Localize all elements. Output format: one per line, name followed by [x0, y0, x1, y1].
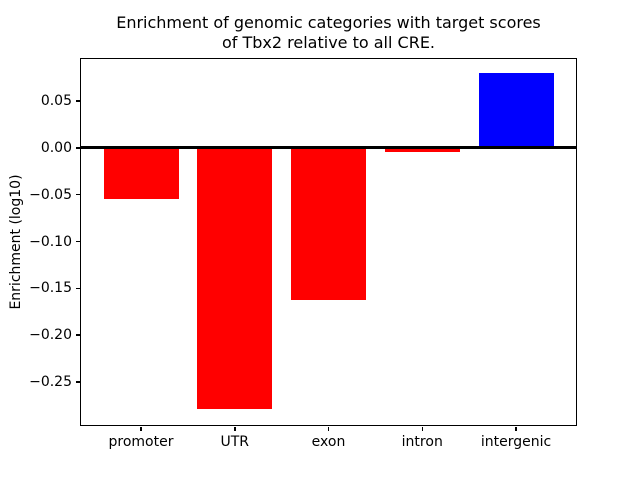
y-tick-label: −0.05	[29, 186, 72, 203]
bar-intron	[384, 147, 460, 152]
y-tick-label: −0.10	[29, 233, 72, 250]
x-tick-label-UTR: UTR	[220, 434, 250, 450]
y-tick-label: −0.15	[29, 280, 72, 297]
zero-line	[81, 146, 576, 150]
y-tick-mark	[75, 240, 80, 243]
x-tick-mark	[140, 426, 142, 431]
y-tick-mark	[75, 334, 80, 336]
x-tick-mark	[234, 426, 236, 431]
chart-title-line2: of Tbx2 relative to all CRE.	[221, 33, 436, 52]
y-tick-mark	[75, 287, 80, 290]
y-tick-label: 0.05	[40, 93, 72, 110]
chart-title-line1: Enrichment of genomic categories with ta…	[116, 13, 541, 32]
x-tick-label-promoter: promoter	[108, 434, 174, 450]
bar-intergenic	[478, 73, 554, 148]
x-tick-mark	[421, 426, 423, 431]
x-tick-mark	[515, 426, 517, 431]
y-tick-label: 0.00	[40, 139, 72, 156]
y-tick-mark	[75, 147, 80, 149]
bar-UTR	[197, 147, 273, 410]
x-tick-mark	[327, 426, 330, 431]
x-tick-label-intron: intron	[401, 434, 443, 450]
chart-title: Enrichment of genomic categories with ta…	[81, 13, 576, 53]
x-tick-label-exon: exon	[311, 434, 346, 450]
bar-promoter	[103, 147, 179, 200]
y-tick-mark	[75, 381, 80, 383]
bar-exon	[291, 147, 366, 301]
y-tick-label: −0.25	[29, 373, 72, 390]
y-tick-mark	[75, 193, 80, 196]
y-tick-mark	[75, 100, 80, 102]
y-tick-label: −0.20	[29, 327, 72, 344]
x-tick-label-intergenic: intergenic	[480, 434, 552, 450]
